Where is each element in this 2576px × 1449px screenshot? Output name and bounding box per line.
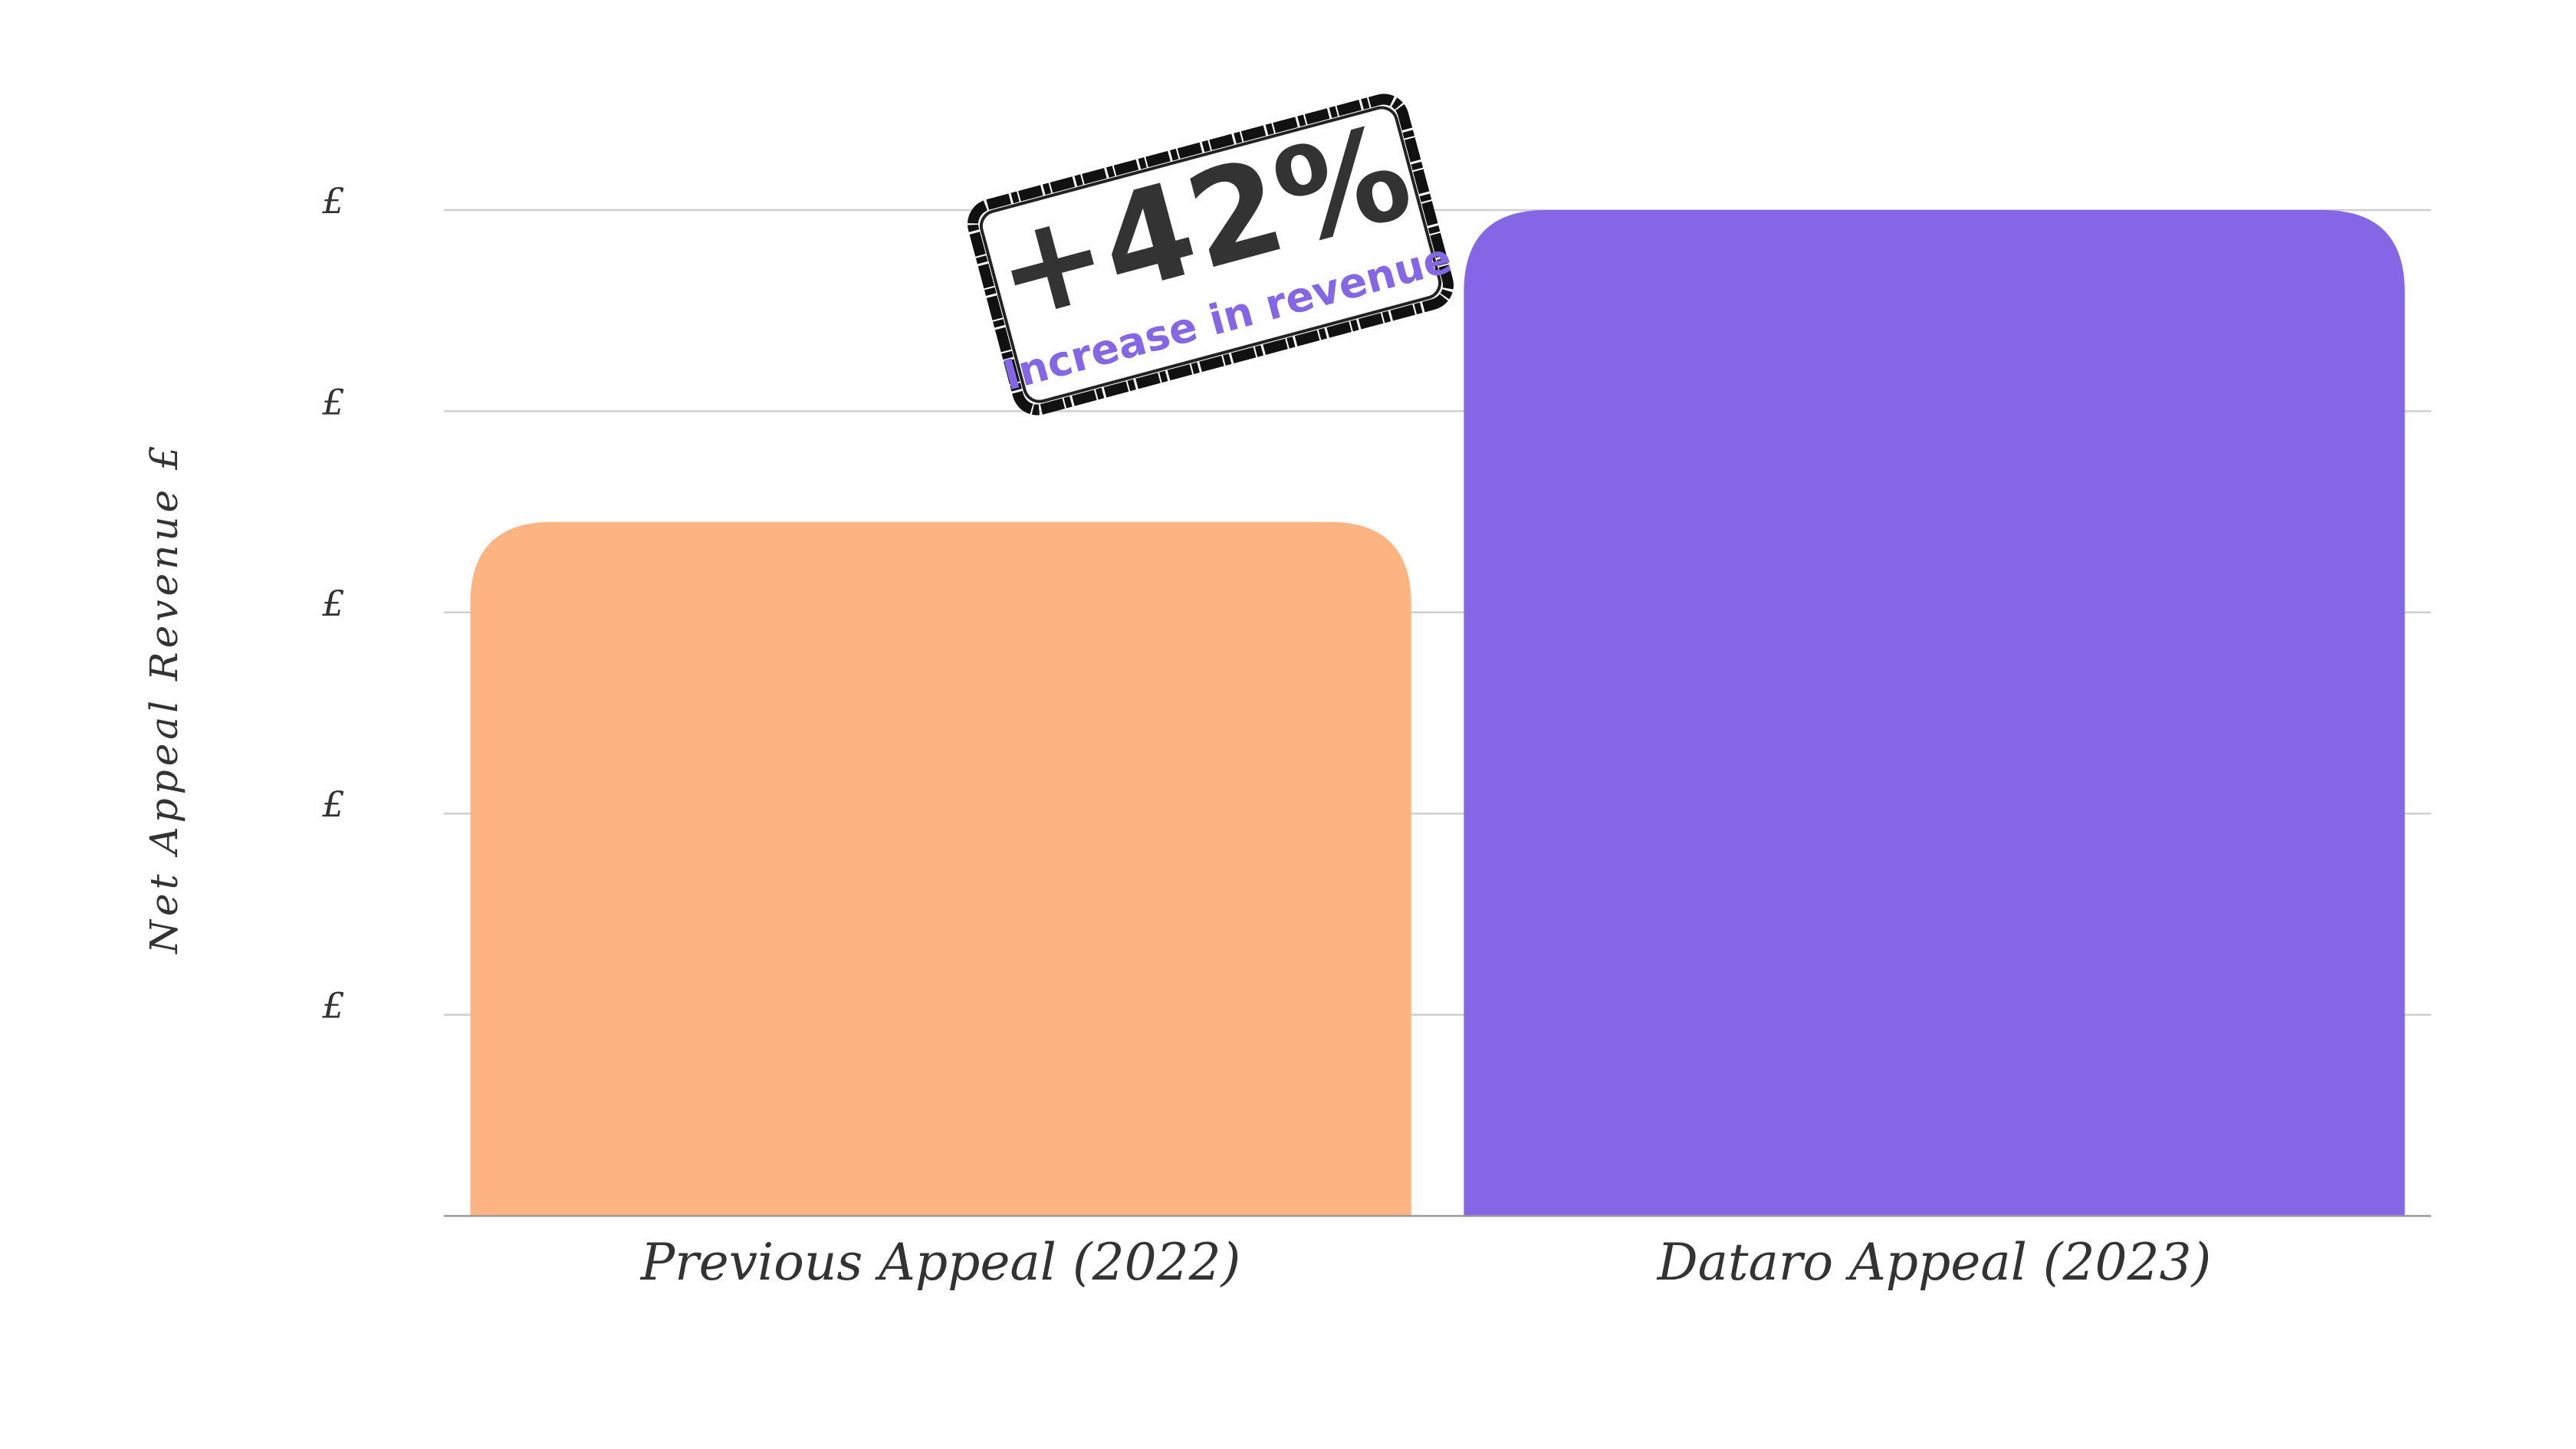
stamp-border [968, 94, 1454, 416]
y-axis-title: Net Appeal Revenue £ [142, 442, 186, 955]
y-tick-label: £ [321, 381, 344, 422]
y-tick-label: £ [321, 180, 344, 222]
y-tick-label: £ [321, 784, 344, 825]
x-tick-label: Previous Appeal (2022) [640, 1233, 1241, 1292]
y-tick-label: £ [321, 583, 344, 624]
bar [470, 521, 1411, 1216]
plot-area: £ £ £ £ £ Previous Appeal (2022) Dataro Appeal… [321, 180, 2431, 1292]
bar [1464, 210, 2405, 1216]
y-tick-label: £ [321, 985, 344, 1027]
x-tick-label: Dataro Appeal (2023) [1657, 1233, 2212, 1292]
stamp-inner-border [979, 106, 1442, 403]
